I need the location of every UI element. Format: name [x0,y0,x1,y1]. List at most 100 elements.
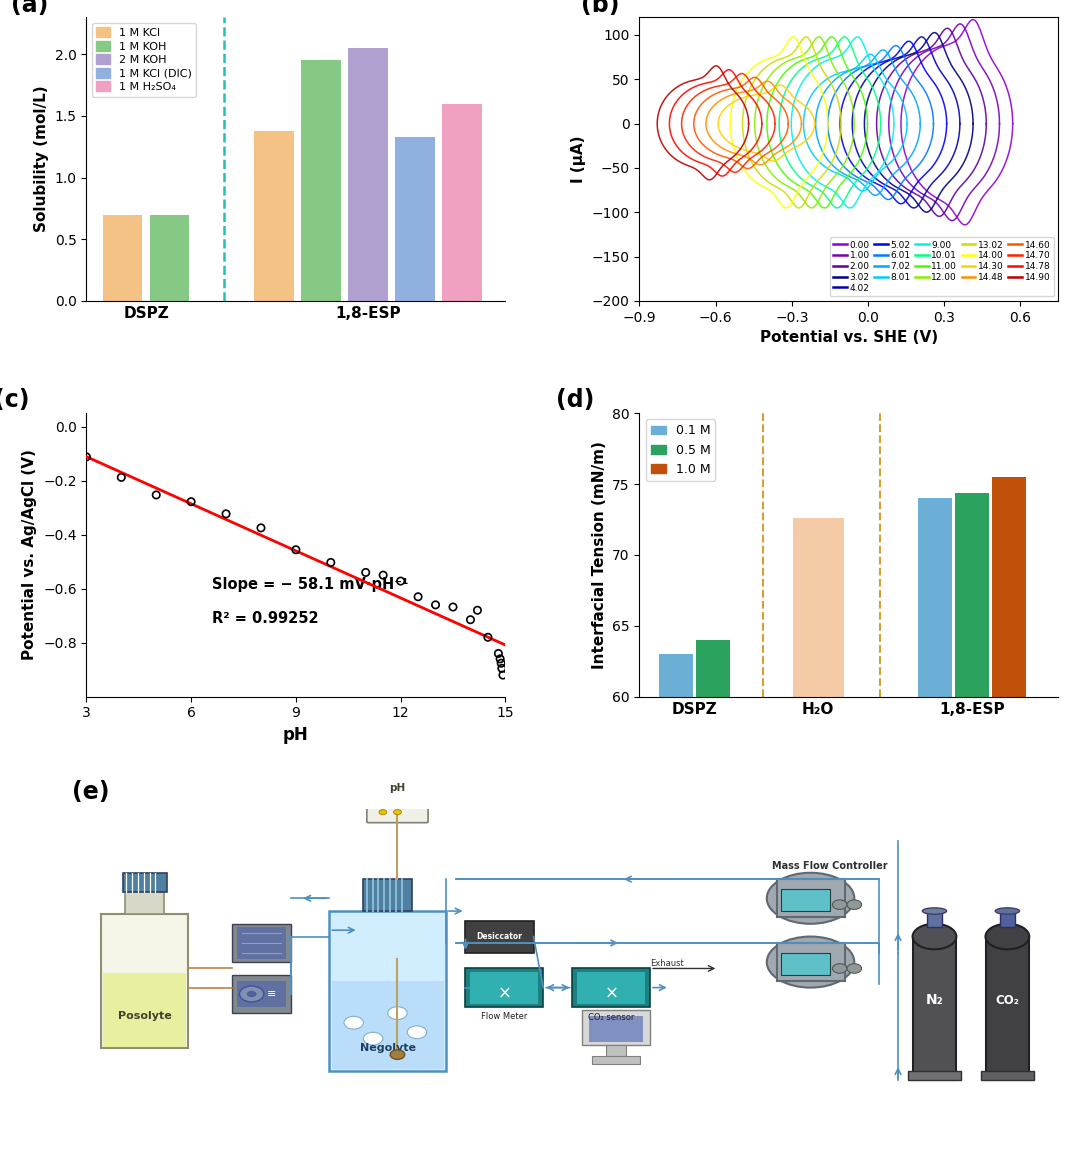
Point [469,601,486,619]
Point [217,504,234,523]
Bar [255,131,294,300]
Point [392,572,409,590]
Circle shape [847,963,862,974]
Bar [102,914,189,1049]
Bar [572,968,650,1007]
Bar [955,493,989,696]
Circle shape [379,809,387,815]
Point [495,666,512,685]
Text: Slope = − 58.1 mV·pH⁻¹: Slope = − 58.1 mV·pH⁻¹ [212,577,408,592]
Point [148,486,165,504]
Circle shape [343,1016,364,1029]
Point [253,519,270,538]
Bar [465,968,543,1007]
Bar [927,912,942,927]
Bar [697,640,730,696]
Ellipse shape [996,908,1020,914]
Bar [123,872,166,892]
Bar [364,879,413,912]
Bar [471,971,538,1004]
Bar [125,892,164,914]
Text: Desiccator: Desiccator [476,932,523,942]
Text: CO₂ sensor: CO₂ sensor [589,1013,634,1022]
Ellipse shape [767,937,854,988]
Bar [301,60,341,300]
Circle shape [833,963,847,974]
Point [492,654,510,672]
Text: N₂: N₂ [926,993,943,1007]
Bar [465,921,534,953]
Y-axis label: Interfacial Tension (mN/m): Interfacial Tension (mN/m) [592,441,607,669]
Point [183,493,200,511]
Circle shape [407,1026,427,1038]
Y-axis label: Potential vs. Ag/AgCl (V): Potential vs. Ag/AgCl (V) [23,449,38,661]
Bar [986,937,1029,1080]
FancyBboxPatch shape [367,763,428,823]
Bar [993,477,1026,696]
Text: (b): (b) [581,0,619,16]
Circle shape [847,900,862,909]
Ellipse shape [986,924,1029,950]
Text: (d): (d) [555,388,594,412]
Text: Mass Flow Controller: Mass Flow Controller [772,861,888,871]
Circle shape [388,1007,407,1020]
Bar [918,498,953,696]
Bar [332,981,444,1069]
Point [427,596,444,615]
Bar [660,654,693,696]
Bar [238,927,285,959]
Point [462,610,480,628]
Bar [907,1070,961,1080]
Legend: 1 M KCl, 1 M KOH, 2 M KOH, 1 M KCl (DIC), 1 M H₂SO₄: 1 M KCl, 1 M KOH, 2 M KOH, 1 M KCl (DIC)… [92,23,195,97]
Point [409,587,427,605]
Ellipse shape [922,908,946,914]
Bar [913,937,957,1080]
Bar [395,137,435,300]
Bar [590,1016,643,1042]
Legend: 0.1 M, 0.5 M, 1.0 M: 0.1 M, 0.5 M, 1.0 M [646,419,715,481]
Point [112,468,130,487]
Point [480,628,497,647]
Text: (e): (e) [71,780,109,805]
Bar [232,975,291,1013]
Bar [103,214,143,300]
Point [444,597,461,616]
Bar [577,971,646,1004]
Text: pH: pH [389,783,406,793]
Circle shape [363,1032,383,1045]
Bar [104,973,186,1046]
Y-axis label: Solubility (mol/L): Solubility (mol/L) [35,85,49,233]
Bar [232,924,291,962]
Bar [981,1070,1034,1080]
Circle shape [833,900,847,909]
Bar [376,777,419,802]
Ellipse shape [767,872,854,924]
Text: ×: × [498,985,511,1003]
Y-axis label: I (μA): I (μA) [571,136,586,183]
Ellipse shape [913,924,957,950]
X-axis label: Potential vs. SHE (V): Potential vs. SHE (V) [760,330,937,345]
Circle shape [240,986,264,1003]
Bar [793,518,843,696]
Text: R² = 0.99252: R² = 0.99252 [212,611,319,626]
Text: Posolyte: Posolyte [118,1012,172,1021]
Point [494,660,511,678]
Point [287,541,305,559]
Bar [582,1009,650,1045]
X-axis label: pH: pH [283,726,309,744]
Circle shape [246,991,257,997]
Bar [150,214,189,300]
Circle shape [393,809,402,815]
Text: (c): (c) [0,388,30,412]
Bar [777,943,845,981]
Text: Negolyte: Negolyte [360,1043,416,1053]
Text: Exhaust: Exhaust [650,959,684,968]
Point [78,448,95,466]
Legend: 0.00, 1.00, 2.00, 3.02, 4.02, 5.02, 6.01, 7.02, 8.01, 9.00, 10.01, 11.00, 12.00,: 0.00, 1.00, 2.00, 3.02, 4.02, 5.02, 6.01… [829,237,1054,296]
Point [322,554,339,572]
Bar [329,912,446,1070]
Text: (a): (a) [11,0,49,16]
Text: Flow Meter: Flow Meter [482,1012,527,1021]
Bar [238,981,285,1007]
Text: ≡: ≡ [267,989,275,999]
